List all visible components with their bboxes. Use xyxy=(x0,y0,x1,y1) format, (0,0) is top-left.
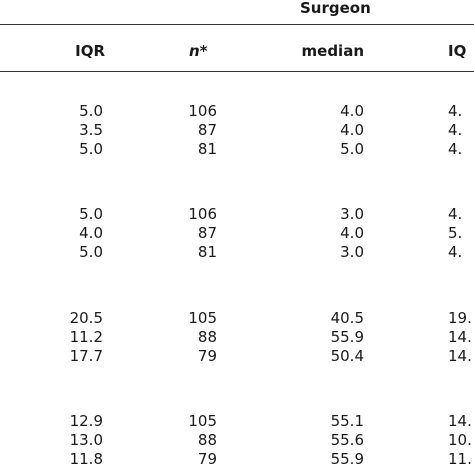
cell-iqr: 5.0 xyxy=(79,243,103,261)
cell-median: 3.0 xyxy=(340,243,364,261)
cell-median: 3.0 xyxy=(340,205,364,223)
cell-iqr: 17.7 xyxy=(69,347,103,365)
cell-iqr-truncated: 4. xyxy=(448,140,463,158)
cell-iqr: 12.9 xyxy=(69,412,103,430)
cell-median: 55.6 xyxy=(330,431,364,449)
cell-median: 55.9 xyxy=(330,450,364,468)
cell-iqr: 3.5 xyxy=(79,121,103,139)
cell-n: 105 xyxy=(188,309,217,327)
cell-iqr: 11.2 xyxy=(69,328,103,346)
column-header-iqr-truncated: IQ xyxy=(448,42,467,60)
top-rule xyxy=(0,24,474,25)
cell-iqr-truncated: 5. xyxy=(448,224,463,242)
cell-iqr-truncated: 4. xyxy=(448,102,463,120)
cell-n: 106 xyxy=(188,102,217,120)
cell-iqr: 5.0 xyxy=(79,205,103,223)
group-header-surgeon: Surgeon xyxy=(300,0,371,17)
cell-iqr-truncated: 10. xyxy=(448,431,472,449)
column-header-median: median xyxy=(301,42,364,60)
cell-n: 105 xyxy=(188,412,217,430)
cell-n: 87 xyxy=(197,121,217,139)
cell-n: 106 xyxy=(188,205,217,223)
cell-iqr-truncated: 14. xyxy=(448,328,472,346)
cell-iqr: 4.0 xyxy=(79,224,103,242)
cell-n: 88 xyxy=(197,431,217,449)
cell-median: 50.4 xyxy=(330,347,364,365)
cell-median: 4.0 xyxy=(340,121,364,139)
cell-iqr-truncated: 11. xyxy=(448,450,472,468)
cell-iqr-truncated: 4. xyxy=(448,243,463,261)
cell-median: 4.0 xyxy=(340,224,364,242)
cell-n: 79 xyxy=(197,347,217,365)
cell-iqr-truncated: 4. xyxy=(448,205,463,223)
cell-iqr: 5.0 xyxy=(79,102,103,120)
cell-n: 87 xyxy=(197,224,217,242)
cell-iqr-truncated: 4. xyxy=(448,121,463,139)
cell-iqr-truncated: 14. xyxy=(448,347,472,365)
cell-iqr: 5.0 xyxy=(79,140,103,158)
cell-n: 88 xyxy=(197,328,217,346)
cell-median: 5.0 xyxy=(340,140,364,158)
cell-median: 4.0 xyxy=(340,102,364,120)
cell-median: 55.1 xyxy=(330,412,364,430)
column-header-n: n* xyxy=(189,42,208,60)
cell-n: 79 xyxy=(197,450,217,468)
cell-n: 81 xyxy=(197,243,217,261)
column-header-iqr: IQR xyxy=(75,42,105,60)
cell-median: 40.5 xyxy=(330,309,364,327)
cell-median: 55.9 xyxy=(330,328,364,346)
cell-iqr: 13.0 xyxy=(69,431,103,449)
cell-iqr: 20.5 xyxy=(69,309,103,327)
cell-iqr-truncated: 14. xyxy=(448,412,472,430)
cell-n: 81 xyxy=(197,140,217,158)
header-rule xyxy=(0,71,474,72)
cell-iqr-truncated: 19. xyxy=(448,309,472,327)
cell-iqr: 11.8 xyxy=(69,450,103,468)
